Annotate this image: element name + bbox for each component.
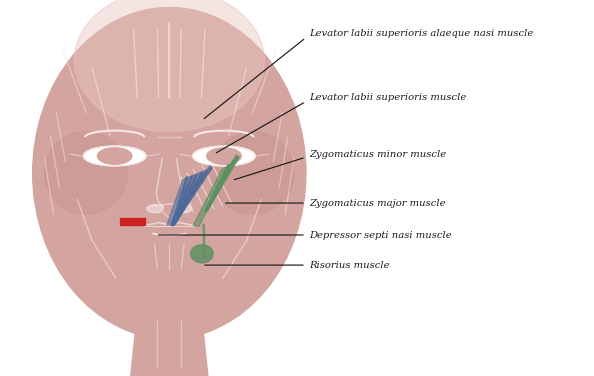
Ellipse shape <box>147 205 163 213</box>
Ellipse shape <box>33 8 306 338</box>
Ellipse shape <box>98 256 241 338</box>
Text: Levator labii superioris muscle: Levator labii superioris muscle <box>309 93 466 102</box>
Ellipse shape <box>175 205 192 213</box>
Text: Levator labii superioris alaeque nasi muscle: Levator labii superioris alaeque nasi mu… <box>309 29 533 38</box>
Polygon shape <box>193 155 239 226</box>
Text: Zygomaticus major muscle: Zygomaticus major muscle <box>309 199 446 208</box>
Ellipse shape <box>97 148 132 164</box>
Text: Depressor septi nasi muscle: Depressor septi nasi muscle <box>309 230 451 240</box>
Ellipse shape <box>207 148 241 164</box>
Ellipse shape <box>83 146 146 166</box>
FancyBboxPatch shape <box>120 218 145 225</box>
Ellipse shape <box>74 0 264 132</box>
Polygon shape <box>131 320 208 376</box>
Text: Zygomaticus minor muscle: Zygomaticus minor muscle <box>309 150 446 159</box>
Ellipse shape <box>45 132 128 214</box>
Ellipse shape <box>211 132 294 214</box>
Ellipse shape <box>192 146 255 166</box>
Text: Risorius muscle: Risorius muscle <box>309 261 390 270</box>
Polygon shape <box>167 165 212 225</box>
Ellipse shape <box>191 245 213 263</box>
